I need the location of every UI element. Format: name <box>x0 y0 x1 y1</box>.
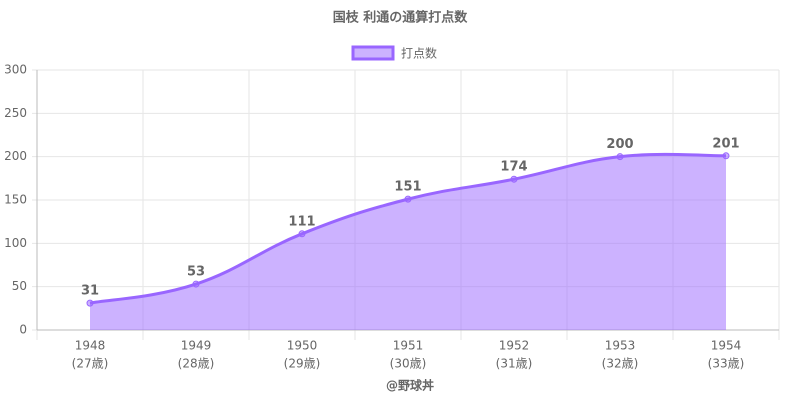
point <box>404 195 412 203</box>
area <box>90 154 726 330</box>
y-tick-label: 250 <box>4 106 27 120</box>
point <box>616 153 624 161</box>
x-tick-label: (28歳) <box>178 357 215 371</box>
data-label: 174 <box>500 160 527 175</box>
x-tick-label: 1954 <box>711 339 742 353</box>
x-tick-label: 1950 <box>287 339 318 353</box>
y-tick-label: 150 <box>4 193 27 207</box>
point <box>510 175 518 183</box>
data-label: 201 <box>712 136 739 151</box>
y-tick-label: 200 <box>4 149 27 163</box>
x-tick-label: (27歳) <box>72 357 109 371</box>
legend-label: 打点数 <box>401 46 437 61</box>
x-tick-label: 1952 <box>499 339 530 353</box>
x-tick-label: (33歳) <box>708 357 745 371</box>
point <box>192 280 200 288</box>
x-tick-label: (30歳) <box>390 357 427 371</box>
legend-swatch <box>351 45 395 61</box>
y-tick-label: 50 <box>12 279 27 293</box>
x-tick-label: (29歳) <box>284 357 321 371</box>
y-tick-label: 100 <box>4 236 27 250</box>
x-tick-label: (31歳) <box>496 357 533 371</box>
y-tick-label: 0 <box>19 323 27 337</box>
data-label: 111 <box>288 214 315 229</box>
point <box>722 152 730 160</box>
x-tick-label: 1948 <box>75 339 106 353</box>
chart-title: 国枝 利通の通算打点数 <box>333 10 469 26</box>
data-label: 31 <box>81 284 99 299</box>
x-tick-label: 1949 <box>181 339 212 353</box>
data-label: 151 <box>394 180 421 195</box>
point <box>298 230 306 238</box>
data-label: 200 <box>606 137 633 152</box>
point <box>86 299 94 307</box>
data-label: 53 <box>187 265 205 280</box>
x-axis-title: @野球丼 <box>386 378 434 393</box>
x-tick-label: 1953 <box>605 339 636 353</box>
x-tick-label: (32歳) <box>602 357 639 371</box>
y-tick-label: 300 <box>4 63 27 77</box>
x-tick-label: 1951 <box>393 339 424 353</box>
